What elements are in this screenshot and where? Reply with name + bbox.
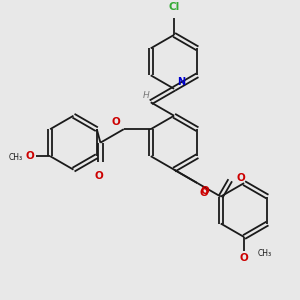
Text: O: O [237,173,246,183]
Text: O: O [199,188,208,198]
Text: N: N [177,77,185,87]
Text: O: O [240,254,248,263]
Text: CH₃: CH₃ [258,249,272,258]
Text: CH₃: CH₃ [9,153,23,162]
Text: O: O [200,186,209,196]
Text: O: O [25,151,34,161]
Text: Cl: Cl [168,2,180,12]
Text: O: O [94,171,103,181]
Text: H: H [142,91,149,100]
Text: O: O [111,117,120,127]
